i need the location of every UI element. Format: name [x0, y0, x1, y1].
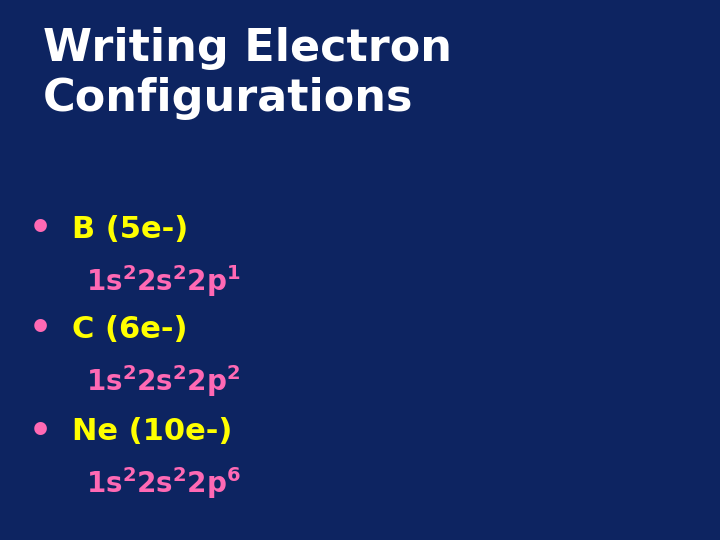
- Text: $\mathbf{1s^{2}2s^{2}2p^{1}}$: $\mathbf{1s^{2}2s^{2}2p^{1}}$: [86, 263, 241, 299]
- Text: $\mathbf{1s^{2}2s^{2}2p^{2}}$: $\mathbf{1s^{2}2s^{2}2p^{2}}$: [86, 363, 240, 399]
- Text: •: •: [29, 213, 52, 246]
- Text: Writing Electron
Configurations: Writing Electron Configurations: [43, 27, 452, 120]
- Text: •: •: [29, 415, 52, 449]
- Text: C (6e-): C (6e-): [72, 315, 187, 344]
- Text: $\mathbf{1s^{2}2s^{2}2p^{6}}$: $\mathbf{1s^{2}2s^{2}2p^{6}}$: [86, 465, 241, 501]
- Text: B (5e-): B (5e-): [72, 215, 188, 244]
- Text: Ne (10e-): Ne (10e-): [72, 417, 233, 447]
- Text: •: •: [29, 313, 52, 346]
